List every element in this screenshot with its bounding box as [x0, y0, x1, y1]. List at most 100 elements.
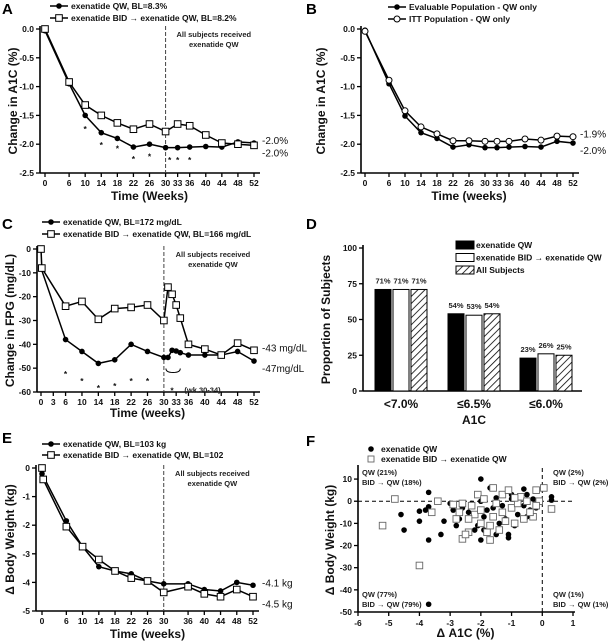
bar	[483, 313, 501, 392]
y-axis-label: Proportion of Subjects	[319, 255, 333, 385]
scatter-point	[455, 508, 464, 517]
legend-label: Evaluable Population - QW only	[409, 2, 537, 12]
y-tick-label: -50	[340, 607, 353, 617]
legend-marker	[393, 15, 401, 23]
scatter-point	[520, 515, 528, 523]
panel-d: D 0 25 50 75 100 Proportion of Subjects <7.0% ≤6…	[306, 216, 603, 427]
x-tick-label: 48	[233, 178, 243, 188]
y-tick-label: -2.5	[19, 168, 34, 178]
end-label: -1.9%	[580, 130, 606, 141]
data-point	[184, 340, 193, 349]
y-tick-label: -40	[19, 339, 32, 349]
x-tick-label: 48	[232, 616, 242, 626]
y-tick-label: -2	[22, 520, 30, 530]
scatter-point	[481, 513, 487, 520]
y-tick-label: -0.5	[340, 53, 355, 63]
series-line	[364, 30, 574, 143]
y-axis-label: Change in A1C (%)	[6, 48, 20, 155]
data-point	[250, 346, 258, 355]
legend-label: All Subjects	[476, 265, 525, 275]
bar-value-label: 23%	[520, 345, 535, 354]
scatter-point	[453, 522, 460, 529]
data-point	[232, 585, 241, 594]
x-tick-label: 40	[201, 178, 211, 188]
legend-label: exenatide BID → exenatide QW	[381, 454, 508, 464]
x-tick-label: 22	[448, 178, 458, 188]
data-point	[65, 78, 73, 86]
data-point	[95, 360, 102, 367]
scatter-point	[434, 497, 442, 505]
legend-swatch	[455, 240, 475, 250]
category-label: ≤6.0%	[529, 397, 563, 411]
y-axis-label: Δ Body Weight (kg)	[323, 485, 337, 595]
data-point	[186, 144, 193, 150]
data-point	[110, 304, 119, 313]
bar-value-label: 26%	[538, 341, 553, 350]
x-tick-label: 30	[161, 178, 171, 188]
data-point	[450, 144, 456, 150]
scatter-point	[526, 508, 534, 517]
x-tick-label: 30	[159, 397, 169, 407]
data-point	[62, 522, 71, 531]
x-axis-label: A1C	[462, 413, 486, 427]
significance-asterisk: *	[170, 386, 174, 396]
data-point	[129, 125, 138, 134]
y-tick-label: 25	[348, 350, 358, 360]
x-tick-label: 18	[432, 178, 442, 188]
scatter-point	[478, 476, 484, 482]
bar	[465, 314, 483, 392]
data-point	[82, 112, 88, 119]
data-point	[249, 592, 257, 601]
vline-annotation: All subjects received	[175, 469, 250, 478]
quadrant-label: QW (77%)	[362, 590, 398, 599]
data-point	[201, 131, 210, 139]
x-tick-label: 18	[110, 397, 120, 407]
bar	[555, 354, 573, 392]
significance-asterisk: *	[80, 376, 84, 386]
legend-swatch	[455, 253, 475, 262]
panel-letter: E	[2, 430, 12, 447]
significance-asterisk: *	[97, 383, 101, 393]
data-point	[161, 127, 170, 136]
x-tick-label: 10	[78, 616, 88, 626]
data-point	[417, 123, 425, 131]
x-tick-label: 30	[480, 178, 490, 188]
bar-value-label: 71%	[375, 276, 390, 285]
legend-marker	[48, 441, 54, 447]
legend-label: exenatide BID → exenatide QW, BL=166 mg/…	[63, 229, 251, 239]
legend-label: exenatide QW, BL=8.3%	[71, 1, 168, 11]
x-tick-label: 18	[110, 616, 120, 626]
vline-annotation: exenatide QW	[188, 479, 239, 488]
bar	[392, 288, 410, 392]
y-tick-label: -5	[22, 606, 30, 616]
scatter-point	[464, 515, 473, 523]
scatter-point	[496, 520, 503, 527]
legend-marker	[367, 455, 375, 463]
x-axis-label: Time (weeks)	[110, 627, 185, 641]
y-tick-label: -1.5	[19, 110, 34, 120]
scatter-point	[510, 519, 519, 528]
vline-annotation: exenatide QW	[189, 40, 240, 49]
scatter-point	[425, 489, 432, 496]
data-point	[465, 137, 473, 145]
y-tick-label: 0.0	[343, 24, 355, 34]
x-tick-label: 48	[552, 178, 562, 188]
scatter-point	[425, 537, 432, 543]
data-point	[234, 140, 242, 148]
data-point	[98, 129, 105, 136]
x-tick-label: 0	[540, 618, 545, 628]
legend-label: exenatide BID → exenatide QW	[476, 253, 603, 263]
quadrant-label: QW (21%)	[362, 468, 398, 477]
x-tick-label: -1	[508, 618, 516, 628]
panel-letter: C	[2, 216, 13, 233]
category-label: ≤6.5%	[457, 397, 491, 411]
legend-marker	[47, 230, 55, 238]
end-label: -4.1 kg	[262, 578, 293, 589]
bar	[374, 288, 392, 392]
scatter-point	[458, 499, 467, 508]
scatter-point	[427, 508, 436, 517]
scatter-point	[378, 521, 387, 530]
scatter-point	[415, 561, 424, 570]
x-tick-label: 22	[126, 397, 136, 407]
x-tick-label: 52	[248, 616, 258, 626]
